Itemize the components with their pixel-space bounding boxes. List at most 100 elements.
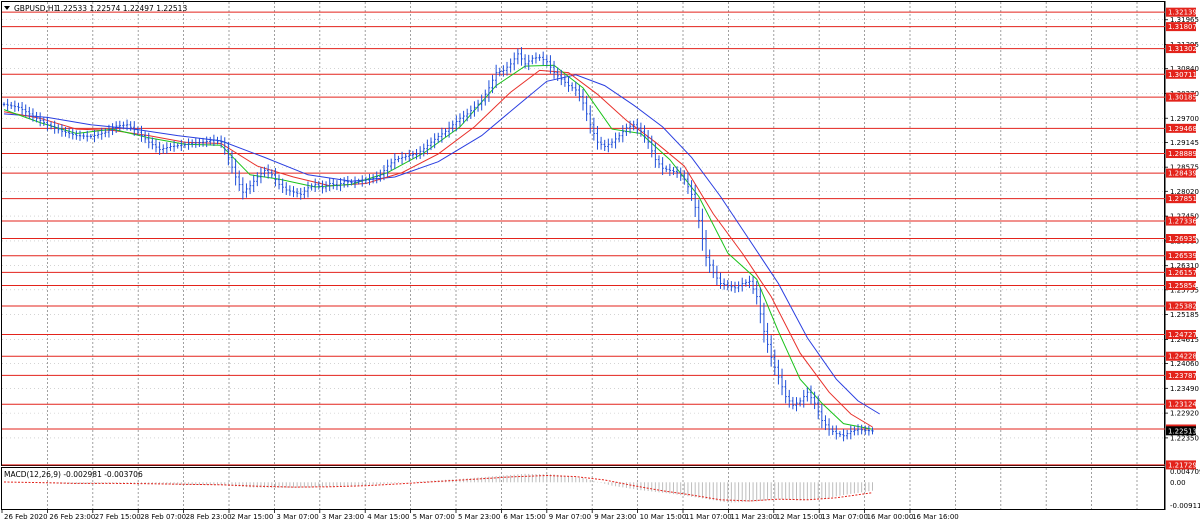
price-bar	[31, 108, 35, 122]
price-bar	[364, 176, 368, 185]
price-bar	[361, 175, 364, 187]
price-bar	[400, 151, 404, 165]
price-bar	[665, 165, 668, 173]
price-bar	[469, 105, 473, 119]
time-axis-label: 28 Feb 23:00	[186, 513, 232, 521]
price-bar	[386, 159, 389, 177]
price-bar	[285, 182, 288, 196]
triangle-down-icon[interactable]	[4, 6, 10, 10]
price-bar	[523, 54, 527, 69]
price-axis-label: 1.28575	[1170, 164, 1199, 172]
price-bar	[639, 122, 643, 137]
price-bar	[223, 137, 226, 155]
price-bar	[824, 415, 827, 431]
price-bar	[527, 54, 530, 71]
price-bar	[306, 181, 310, 198]
price-bar	[813, 391, 816, 410]
price-bar	[216, 136, 219, 145]
price-bar	[219, 135, 223, 148]
price-bar	[429, 137, 433, 151]
price-bar	[324, 181, 328, 193]
level-price-label: 1.32139	[1168, 9, 1197, 17]
price-bar	[205, 136, 208, 148]
price-bar	[241, 177, 245, 200]
price-bar	[860, 424, 863, 435]
price-bar	[697, 199, 700, 229]
price-bar	[596, 126, 599, 150]
price-bar	[418, 146, 422, 160]
price-axis-label: 1.26310	[1170, 262, 1199, 270]
time-axis-label: 2 Mar 15:00	[231, 513, 273, 521]
price-bar	[288, 185, 292, 196]
level-price-label: 1.30185	[1168, 94, 1197, 102]
price-bar	[111, 123, 114, 136]
price-bar	[849, 425, 852, 440]
price-bar	[151, 137, 154, 150]
level-price-tag	[1166, 281, 1196, 291]
level-price-tag	[1166, 251, 1196, 261]
price-bar	[42, 117, 46, 126]
price-bar	[20, 102, 24, 115]
price-bar	[473, 101, 476, 117]
level-price-label: 1.31807	[1168, 23, 1197, 31]
price-bar	[520, 47, 523, 66]
price-bar	[827, 418, 831, 436]
price-bar	[820, 404, 824, 429]
price-bar	[444, 128, 447, 138]
price-bar	[675, 166, 679, 178]
level-price-tag	[1166, 194, 1196, 204]
price-bar	[194, 137, 197, 148]
price-bar	[455, 115, 458, 131]
price-bar	[397, 155, 400, 163]
price-bar	[534, 52, 538, 64]
price-bar	[198, 138, 201, 147]
level-price-label: 1.24228	[1168, 353, 1197, 361]
price-bar	[853, 426, 856, 436]
price-bar	[480, 94, 483, 111]
price-bar	[60, 124, 64, 137]
price-axis-label: 1.29700	[1170, 115, 1199, 123]
price-axis-label: 1.25185	[1170, 311, 1199, 319]
price-bar	[122, 121, 125, 130]
price-bar	[433, 133, 436, 149]
level-price-tag	[1166, 301, 1196, 311]
price-bar	[248, 180, 252, 195]
price-bar	[212, 134, 216, 146]
price-bar	[784, 380, 787, 404]
price-bar	[328, 178, 331, 192]
price-bar	[46, 116, 49, 131]
price-bar	[773, 349, 776, 376]
price-bar	[129, 121, 132, 131]
price-bar	[762, 302, 766, 343]
time-axis-label: 16 Mar 16:00	[912, 513, 959, 521]
price-bar	[245, 183, 248, 198]
price-bar	[162, 144, 165, 154]
chart-symbol: GBPUSD,H1	[14, 4, 59, 13]
level-price-tag	[1166, 123, 1196, 133]
price-bar	[393, 153, 397, 170]
level-price-label: 1.27336	[1168, 218, 1197, 226]
price-bar	[368, 173, 371, 186]
price-bar	[209, 136, 212, 146]
price-bar	[715, 265, 719, 286]
chart-ohlc: 1.22533 1.22574 1.22497 1.22513	[56, 4, 187, 13]
price-bar	[585, 95, 588, 122]
price-bar	[180, 139, 183, 152]
price-bar	[592, 117, 596, 141]
price-bar	[610, 138, 614, 149]
price-axis-label: 1.24615	[1170, 336, 1199, 344]
price-axis-label: 1.24060	[1170, 360, 1199, 368]
price-bar	[375, 171, 378, 184]
price-bar	[165, 142, 169, 154]
time-axis-label: 11 Mar 07:00	[685, 513, 732, 521]
level-price-label: 1.25382	[1168, 303, 1197, 311]
price-bar	[484, 89, 487, 106]
price-axis-label: 1.22350	[1170, 434, 1199, 442]
price-axis-label: 1.28020	[1170, 188, 1199, 196]
price-bar	[342, 177, 346, 188]
price-bar	[650, 135, 653, 158]
price-bar	[686, 171, 690, 194]
price-bar	[89, 134, 93, 139]
